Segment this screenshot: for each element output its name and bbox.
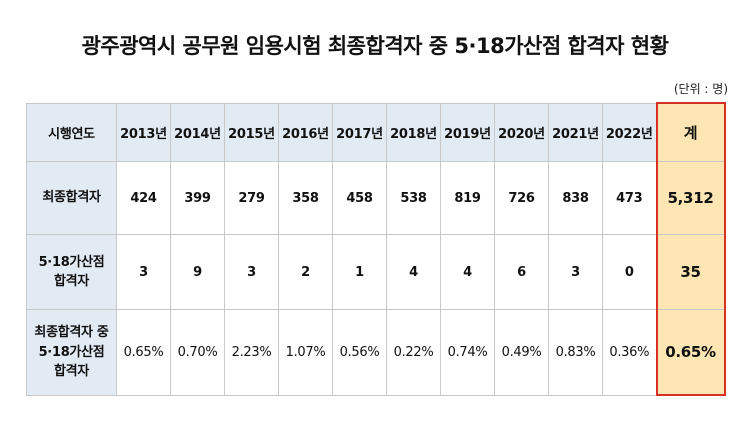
table-cell: 0.70%	[170, 309, 225, 396]
total-cell: 35	[655, 234, 726, 310]
table-cell: 458	[332, 161, 387, 235]
table-cell: 1.07%	[278, 309, 333, 396]
table-cell: 538	[386, 161, 441, 235]
table-cell: 0	[602, 234, 657, 310]
year-header: 2021년	[548, 102, 603, 162]
header-row: 시행연도 2013년 2014년 2015년 2016년 2017년 2018년…	[26, 102, 726, 162]
corner-header: 시행연도	[26, 102, 117, 162]
year-header: 2018년	[386, 102, 441, 162]
unit-note: (단위 : 명)	[673, 82, 728, 96]
table-cell: 2.23%	[224, 309, 279, 396]
year-header: 2014년	[170, 102, 225, 162]
row-label: 최종합격자	[26, 161, 117, 235]
year-header: 2022년	[602, 102, 657, 162]
table-cell: 473	[602, 161, 657, 235]
year-header: 2015년	[224, 102, 279, 162]
table-cell: 1	[332, 234, 387, 310]
row-label-line: 최종합격자 중	[34, 325, 109, 340]
table-cell: 399	[170, 161, 225, 235]
year-header: 2017년	[332, 102, 387, 162]
table-cell: 0.65%	[116, 309, 171, 396]
table-cell: 819	[440, 161, 495, 235]
total-cell: 5,312	[655, 161, 726, 235]
table-cell: 3	[224, 234, 279, 310]
year-header: 2016년	[278, 102, 333, 162]
year-header: 2019년	[440, 102, 495, 162]
table-cell: 0.22%	[386, 309, 441, 396]
table-cell: 279	[224, 161, 279, 235]
table-cell: 3	[116, 234, 171, 310]
table-row: 5·18가산점 합격자 3 9 3 2 1 4 4 6 3 0 35	[26, 234, 726, 310]
table-cell: 4	[386, 234, 441, 310]
row-label-line: 합격자	[54, 274, 89, 289]
table-cell: 3	[548, 234, 603, 310]
year-header: 2013년	[116, 102, 171, 162]
table-row: 최종합격자 중 5·18가산점 합격자 0.65% 0.70% 2.23% 1.…	[26, 309, 726, 396]
table-cell: 0.74%	[440, 309, 495, 396]
table-cell: 0.49%	[494, 309, 549, 396]
total-cell: 0.65%	[655, 309, 726, 396]
total-header: 계	[655, 102, 726, 162]
row-label: 최종합격자 중 5·18가산점 합격자	[26, 309, 117, 396]
table-row: 최종합격자 424 399 279 358 458 538 819 726 83…	[26, 161, 726, 235]
stats-table: 시행연도 2013년 2014년 2015년 2016년 2017년 2018년…	[26, 102, 726, 396]
row-label-line: 5·18가산점	[38, 254, 105, 270]
table-cell: 9	[170, 234, 225, 310]
table-cell: 838	[548, 161, 603, 235]
row-label-line: 합격자	[54, 364, 89, 379]
table-cell: 4	[440, 234, 495, 310]
row-label-line: 최종합격자	[42, 190, 101, 206]
row-label-line: 5·18가산점	[38, 344, 105, 360]
table-cell: 358	[278, 161, 333, 235]
table-cell: 424	[116, 161, 171, 235]
page-title: 광주광역시 공무원 임용시험 최종합격자 중 5·18가산점 합격자 현황	[81, 34, 669, 58]
row-label: 5·18가산점 합격자	[26, 234, 117, 310]
table-cell: 0.83%	[548, 309, 603, 396]
table-cell: 6	[494, 234, 549, 310]
year-header: 2020년	[494, 102, 549, 162]
table-cell: 0.36%	[602, 309, 657, 396]
table-cell: 726	[494, 161, 549, 235]
table-cell: 2	[278, 234, 333, 310]
table-cell: 0.56%	[332, 309, 387, 396]
